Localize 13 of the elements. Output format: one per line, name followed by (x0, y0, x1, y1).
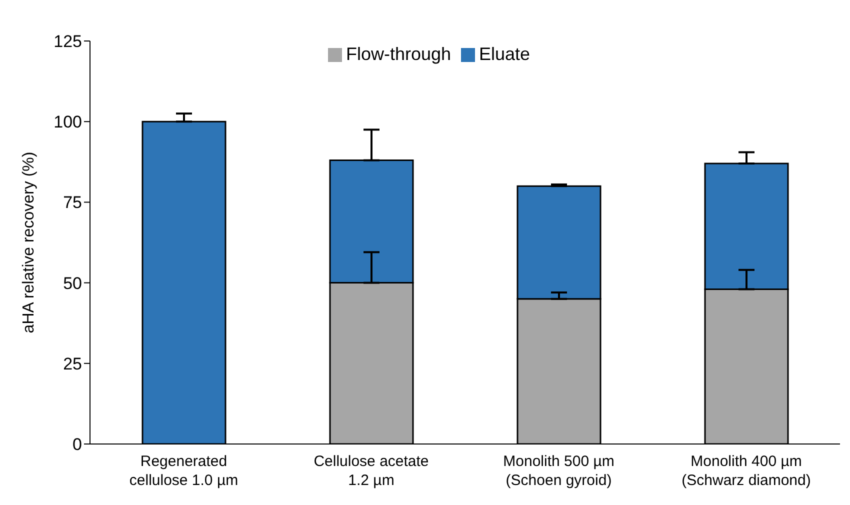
x-tick-label: Monolith 400 µm (Schwarz diamond) (682, 453, 811, 489)
y-tick-label: 25 (63, 354, 82, 374)
y-tick-label: 75 (63, 193, 82, 212)
legend-label: Flow-through (346, 44, 451, 64)
x-tick-label: Monolith 500 µm (Schoen gyroid) (503, 453, 614, 489)
legend-label: Eluate (479, 44, 530, 64)
y-tick-label: 125 (54, 32, 82, 52)
y-axis-title: aHA relative recovery (%) (20, 152, 38, 334)
y-tick-label: 100 (54, 112, 82, 132)
y-tick-label: 0 (72, 435, 82, 454)
y-tick-label: 50 (63, 274, 82, 293)
x-tick-label: Regenerated cellulose 1.0 µm (129, 453, 238, 489)
x-tick-label: Cellulose acetate 1.2 µm (314, 453, 429, 489)
